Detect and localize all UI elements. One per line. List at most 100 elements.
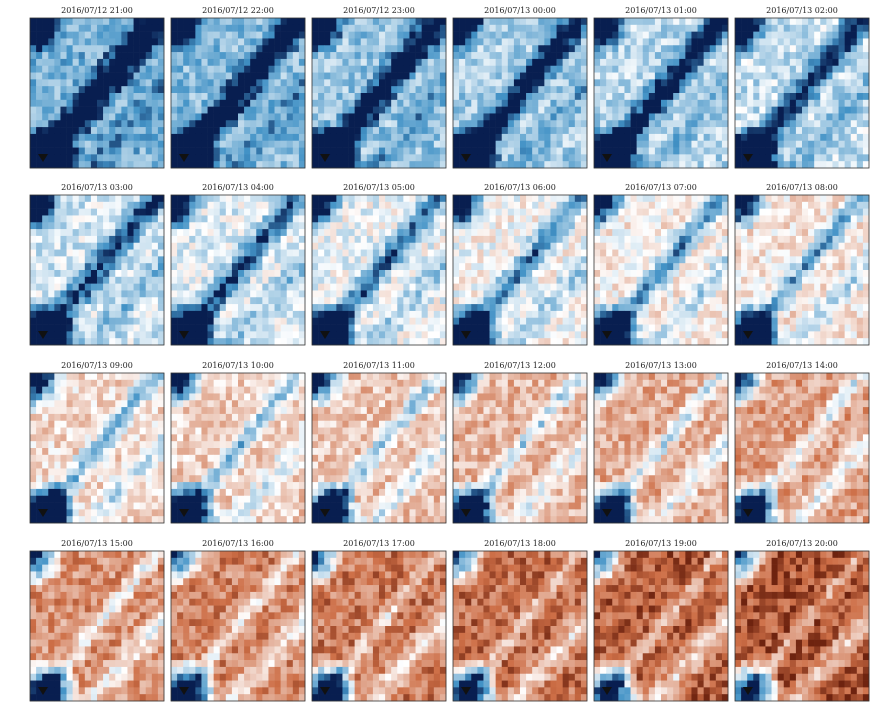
map-cell bbox=[134, 25, 140, 32]
map-cell bbox=[735, 32, 741, 39]
map-cell bbox=[195, 79, 201, 86]
map-cell bbox=[851, 59, 857, 66]
map-cell bbox=[691, 141, 697, 148]
map-cell bbox=[177, 202, 183, 209]
map-cell bbox=[490, 229, 496, 236]
map-cell bbox=[698, 45, 704, 52]
map-cell bbox=[440, 32, 446, 39]
map-cell bbox=[422, 222, 428, 229]
map-cell bbox=[741, 141, 747, 148]
map-cell bbox=[115, 256, 121, 263]
map-cell bbox=[140, 256, 146, 263]
map-cell bbox=[42, 93, 48, 100]
map-cell bbox=[600, 222, 606, 229]
map-cell bbox=[48, 45, 54, 52]
map-cell bbox=[275, 229, 281, 236]
map-cell bbox=[526, 18, 532, 25]
map-cell bbox=[109, 59, 115, 66]
map-cell bbox=[146, 79, 152, 86]
map-cell bbox=[526, 52, 532, 59]
map-cell bbox=[256, 311, 262, 318]
map-cell bbox=[483, 250, 489, 257]
map-cell bbox=[281, 270, 287, 277]
map-cell bbox=[557, 134, 563, 141]
map-cell bbox=[753, 52, 759, 59]
map-cell bbox=[262, 86, 268, 93]
map-cell bbox=[385, 18, 391, 25]
map-cell bbox=[201, 256, 207, 263]
map-cell bbox=[483, 59, 489, 66]
map-cell bbox=[428, 243, 434, 250]
map-cell bbox=[36, 148, 42, 155]
map-cell bbox=[465, 52, 471, 59]
map-cell bbox=[496, 284, 502, 291]
map-cell bbox=[250, 141, 256, 148]
map-cell bbox=[544, 93, 550, 100]
map-cell bbox=[152, 243, 158, 250]
map-cell bbox=[281, 66, 287, 73]
map-cell bbox=[127, 18, 133, 25]
panel-title: 2016/07/13 00:00 bbox=[484, 6, 556, 15]
map-cell bbox=[379, 93, 385, 100]
map-cell bbox=[477, 331, 483, 338]
map-cell bbox=[330, 113, 336, 120]
map-cell bbox=[606, 134, 612, 141]
map-cell bbox=[103, 66, 109, 73]
map-cell bbox=[790, 86, 796, 93]
map-cell bbox=[85, 154, 91, 161]
map-cell bbox=[140, 154, 146, 161]
map-cell bbox=[594, 222, 600, 229]
map-cell bbox=[361, 229, 367, 236]
map-cell bbox=[581, 32, 587, 39]
map-cell bbox=[238, 107, 244, 114]
map-cell bbox=[97, 18, 103, 25]
map-cell bbox=[557, 25, 563, 32]
map-cell bbox=[232, 311, 238, 318]
map-cell bbox=[496, 86, 502, 93]
map-cell bbox=[54, 148, 60, 155]
map-cell bbox=[741, 127, 747, 134]
map-cell bbox=[244, 32, 250, 39]
map-cell bbox=[79, 100, 85, 107]
map-cell bbox=[183, 32, 189, 39]
map-cell bbox=[134, 325, 140, 332]
map-cell bbox=[342, 148, 348, 155]
map-cell bbox=[91, 263, 97, 270]
map-cell bbox=[741, 120, 747, 127]
map-cell bbox=[397, 325, 403, 332]
map-cell bbox=[195, 290, 201, 297]
map-cell bbox=[453, 311, 459, 318]
map-cell bbox=[453, 93, 459, 100]
map-cell bbox=[318, 45, 324, 52]
map-cell bbox=[490, 195, 496, 202]
map-cell bbox=[434, 161, 440, 168]
map-cell bbox=[409, 209, 415, 216]
map-cell bbox=[361, 59, 367, 66]
map-cell bbox=[722, 148, 728, 155]
map-cell bbox=[127, 107, 133, 114]
map-cell bbox=[839, 66, 845, 73]
map-cell bbox=[557, 263, 563, 270]
map-cell bbox=[679, 93, 685, 100]
map-cell bbox=[563, 38, 569, 45]
map-cell bbox=[453, 25, 459, 32]
map-cell bbox=[36, 215, 42, 222]
map-cell bbox=[67, 52, 73, 59]
map-cell bbox=[324, 243, 330, 250]
map-cell bbox=[36, 52, 42, 59]
map-cell bbox=[256, 229, 262, 236]
map-cell bbox=[312, 32, 318, 39]
map-cell bbox=[569, 202, 575, 209]
map-cell bbox=[826, 59, 832, 66]
map-cell bbox=[256, 18, 262, 25]
map-cell bbox=[490, 79, 496, 86]
map-cell bbox=[208, 250, 214, 257]
map-cell bbox=[839, 134, 845, 141]
map-cell bbox=[667, 52, 673, 59]
map-cell bbox=[281, 107, 287, 114]
map-cell bbox=[618, 148, 624, 155]
map-cell bbox=[477, 79, 483, 86]
map-cell bbox=[544, 59, 550, 66]
map-cell bbox=[685, 141, 691, 148]
map-cell bbox=[459, 297, 465, 304]
